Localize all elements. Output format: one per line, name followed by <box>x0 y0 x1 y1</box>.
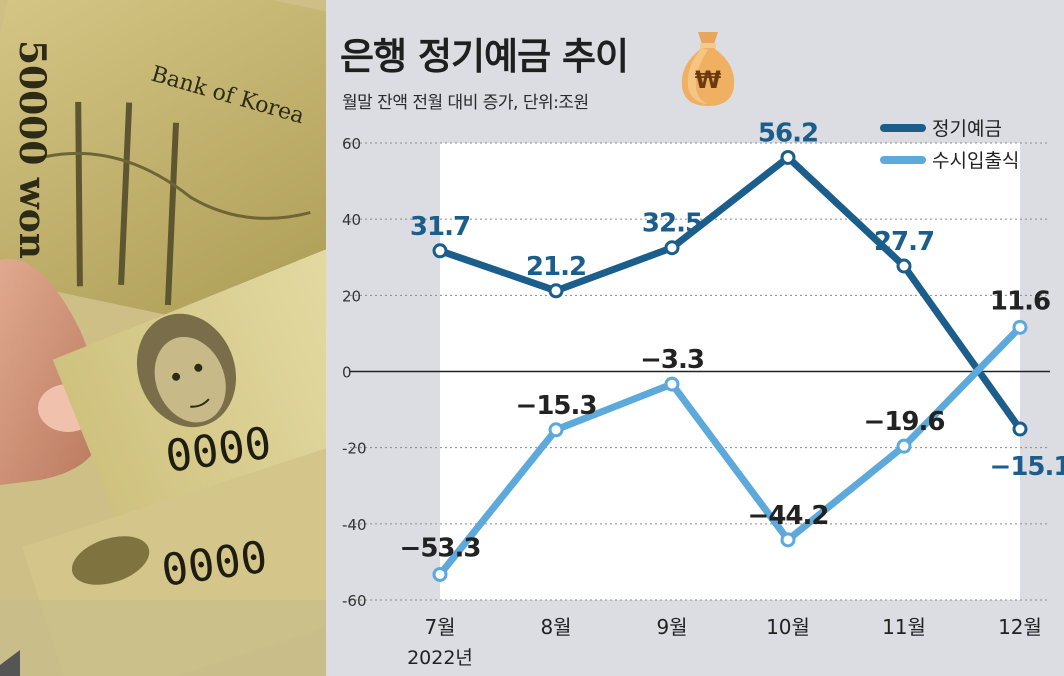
data-label: −53.3 <box>400 533 481 563</box>
x-tick-label: 12월 <box>998 615 1042 639</box>
data-label: 32.5 <box>642 209 702 239</box>
x-tick-label: 10월 <box>766 615 810 639</box>
y-tick-label: 40 <box>342 211 361 229</box>
banknote-photo: Bank of Korea 50000 won 0000 0000 <box>0 0 326 676</box>
data-label: 56.2 <box>758 118 818 148</box>
x-tick-label: 8월 <box>540 615 571 639</box>
legend-label: 수시입출식 <box>932 150 1019 172</box>
chart-title: 은행 정기예금 추이 <box>340 35 629 78</box>
data-point <box>780 532 796 548</box>
data-point <box>896 258 912 274</box>
data-label: 27.7 <box>874 227 934 257</box>
series-line-0 <box>436 153 1024 433</box>
banknote-denomination: 50000 won <box>11 40 53 259</box>
chart-axes: 60 40 20 0 -20 -40 -60 7월 8월 9월 10월 11월 12월 2022년 <box>342 135 1050 669</box>
won-symbol: ₩ <box>695 66 722 94</box>
data-label: 21.2 <box>526 252 586 282</box>
data-label: −19.6 <box>864 407 945 437</box>
x-year-label: 2022년 <box>407 647 473 669</box>
money-bag-icon: ₩ <box>681 32 735 106</box>
x-tick-label: 9월 <box>656 615 687 639</box>
x-tick-label: 11월 <box>882 615 926 639</box>
data-point <box>664 240 680 256</box>
series-line-1 <box>436 323 1024 578</box>
y-tick-label: 60 <box>342 135 361 153</box>
data-point <box>432 243 448 259</box>
y-tick-label: -40 <box>342 516 367 534</box>
y-tick-label: -60 <box>342 592 367 610</box>
y-tick-label: -20 <box>342 440 367 458</box>
data-label: 31.7 <box>410 212 470 242</box>
y-tick-label: 20 <box>342 287 361 305</box>
data-point <box>1012 319 1028 335</box>
data-point <box>1012 421 1028 437</box>
legend-label: 정기예금 <box>932 118 1002 140</box>
y-tick-label: 0 <box>342 364 352 382</box>
x-tick-label: 7월 <box>424 615 455 639</box>
data-label: −3.3 <box>640 345 704 375</box>
data-label: −15.3 <box>516 391 597 421</box>
data-label: −44.2 <box>748 501 829 531</box>
data-label: −15.1 <box>990 452 1064 482</box>
data-point <box>664 376 680 392</box>
data-point <box>548 283 564 299</box>
data-point <box>780 149 796 165</box>
chart-data-labels: 31.7 21.2 32.5 56.2 27.7 −15.1 −53.3 −15.3 −3.3 −… <box>400 118 1064 563</box>
chart-subtitle: 월말 잔액 전월 대비 증가, 단위:조원 <box>342 93 589 113</box>
data-point <box>432 566 448 582</box>
data-label: 11.6 <box>990 286 1050 316</box>
data-point <box>548 422 564 438</box>
chart-series <box>432 149 1028 582</box>
data-point <box>896 438 912 454</box>
